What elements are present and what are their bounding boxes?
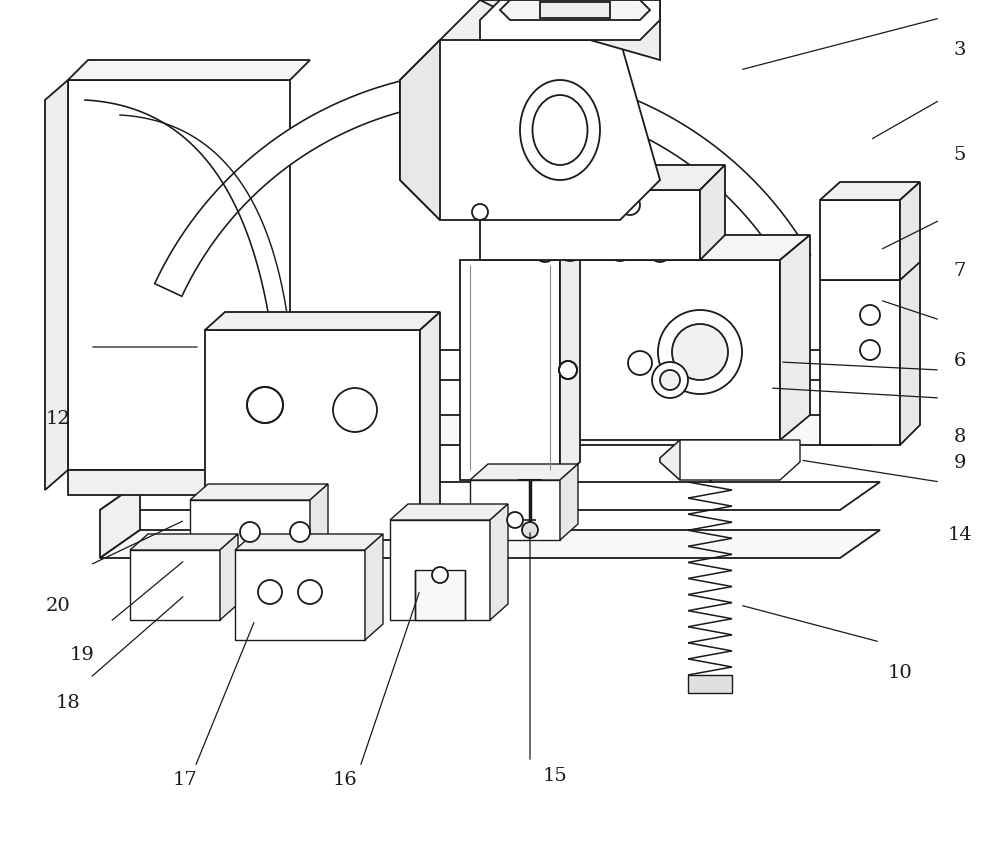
Circle shape — [652, 362, 688, 398]
Polygon shape — [415, 570, 465, 620]
Polygon shape — [390, 504, 508, 520]
Circle shape — [607, 235, 633, 261]
Circle shape — [507, 512, 523, 528]
Text: 15: 15 — [543, 767, 567, 784]
Polygon shape — [480, 190, 700, 260]
Polygon shape — [420, 312, 440, 540]
Text: 16: 16 — [333, 771, 357, 789]
Circle shape — [672, 324, 728, 380]
Polygon shape — [780, 235, 810, 440]
Polygon shape — [365, 534, 383, 640]
Circle shape — [860, 305, 880, 325]
Polygon shape — [660, 440, 800, 480]
Circle shape — [522, 522, 538, 538]
Text: 3: 3 — [954, 41, 966, 58]
Text: 12: 12 — [46, 410, 70, 427]
Polygon shape — [480, 165, 725, 190]
Text: 19: 19 — [70, 647, 94, 664]
Circle shape — [566, 188, 594, 216]
Polygon shape — [280, 350, 910, 380]
Circle shape — [290, 522, 310, 542]
Polygon shape — [400, 40, 440, 220]
Polygon shape — [470, 480, 560, 540]
Text: 18: 18 — [56, 695, 80, 712]
Polygon shape — [155, 70, 810, 297]
Text: 6: 6 — [954, 353, 966, 370]
Circle shape — [628, 351, 652, 375]
Polygon shape — [130, 534, 238, 550]
Text: 10: 10 — [888, 664, 912, 681]
Text: 5: 5 — [954, 146, 966, 163]
Polygon shape — [480, 235, 810, 260]
Polygon shape — [660, 440, 680, 480]
Polygon shape — [235, 534, 383, 550]
Polygon shape — [688, 675, 732, 693]
Circle shape — [298, 580, 322, 604]
Polygon shape — [100, 482, 140, 558]
Polygon shape — [68, 470, 290, 495]
Polygon shape — [700, 165, 725, 260]
Polygon shape — [235, 550, 365, 640]
Polygon shape — [400, 20, 660, 220]
Polygon shape — [280, 415, 910, 445]
Polygon shape — [540, 2, 610, 18]
Circle shape — [557, 235, 583, 261]
Text: 17: 17 — [173, 771, 197, 789]
Text: 8: 8 — [954, 428, 966, 445]
Circle shape — [620, 195, 640, 215]
Polygon shape — [470, 464, 578, 480]
Polygon shape — [900, 182, 920, 280]
Circle shape — [650, 242, 670, 262]
Polygon shape — [480, 0, 660, 60]
Polygon shape — [560, 242, 580, 480]
Polygon shape — [205, 330, 420, 540]
Circle shape — [860, 340, 880, 360]
Polygon shape — [820, 260, 920, 280]
Circle shape — [660, 370, 680, 390]
Polygon shape — [500, 0, 650, 20]
Text: 9: 9 — [954, 454, 966, 471]
Polygon shape — [68, 80, 290, 470]
Polygon shape — [900, 260, 920, 445]
Polygon shape — [560, 464, 578, 540]
Text: 14: 14 — [948, 526, 972, 544]
Circle shape — [658, 310, 742, 394]
Circle shape — [247, 387, 283, 423]
Polygon shape — [100, 482, 880, 510]
Circle shape — [258, 580, 282, 604]
Polygon shape — [190, 484, 328, 500]
Polygon shape — [280, 350, 320, 445]
Polygon shape — [390, 520, 490, 620]
Polygon shape — [820, 280, 900, 445]
Polygon shape — [45, 80, 68, 490]
Polygon shape — [68, 60, 310, 80]
Polygon shape — [205, 312, 440, 330]
Polygon shape — [490, 504, 508, 620]
Circle shape — [688, 351, 712, 375]
Circle shape — [240, 522, 260, 542]
Text: 7: 7 — [954, 262, 966, 280]
Polygon shape — [820, 200, 900, 280]
Circle shape — [472, 204, 488, 220]
Polygon shape — [480, 260, 780, 440]
Circle shape — [333, 388, 377, 432]
Polygon shape — [310, 484, 328, 580]
Polygon shape — [480, 0, 660, 40]
Polygon shape — [190, 500, 310, 580]
Circle shape — [432, 567, 448, 583]
Polygon shape — [440, 0, 660, 40]
Polygon shape — [130, 550, 220, 620]
Circle shape — [535, 242, 555, 262]
Polygon shape — [820, 182, 920, 200]
Polygon shape — [100, 530, 880, 558]
Text: 20: 20 — [46, 598, 70, 615]
Circle shape — [559, 361, 577, 379]
Polygon shape — [220, 534, 238, 620]
Polygon shape — [460, 260, 560, 480]
